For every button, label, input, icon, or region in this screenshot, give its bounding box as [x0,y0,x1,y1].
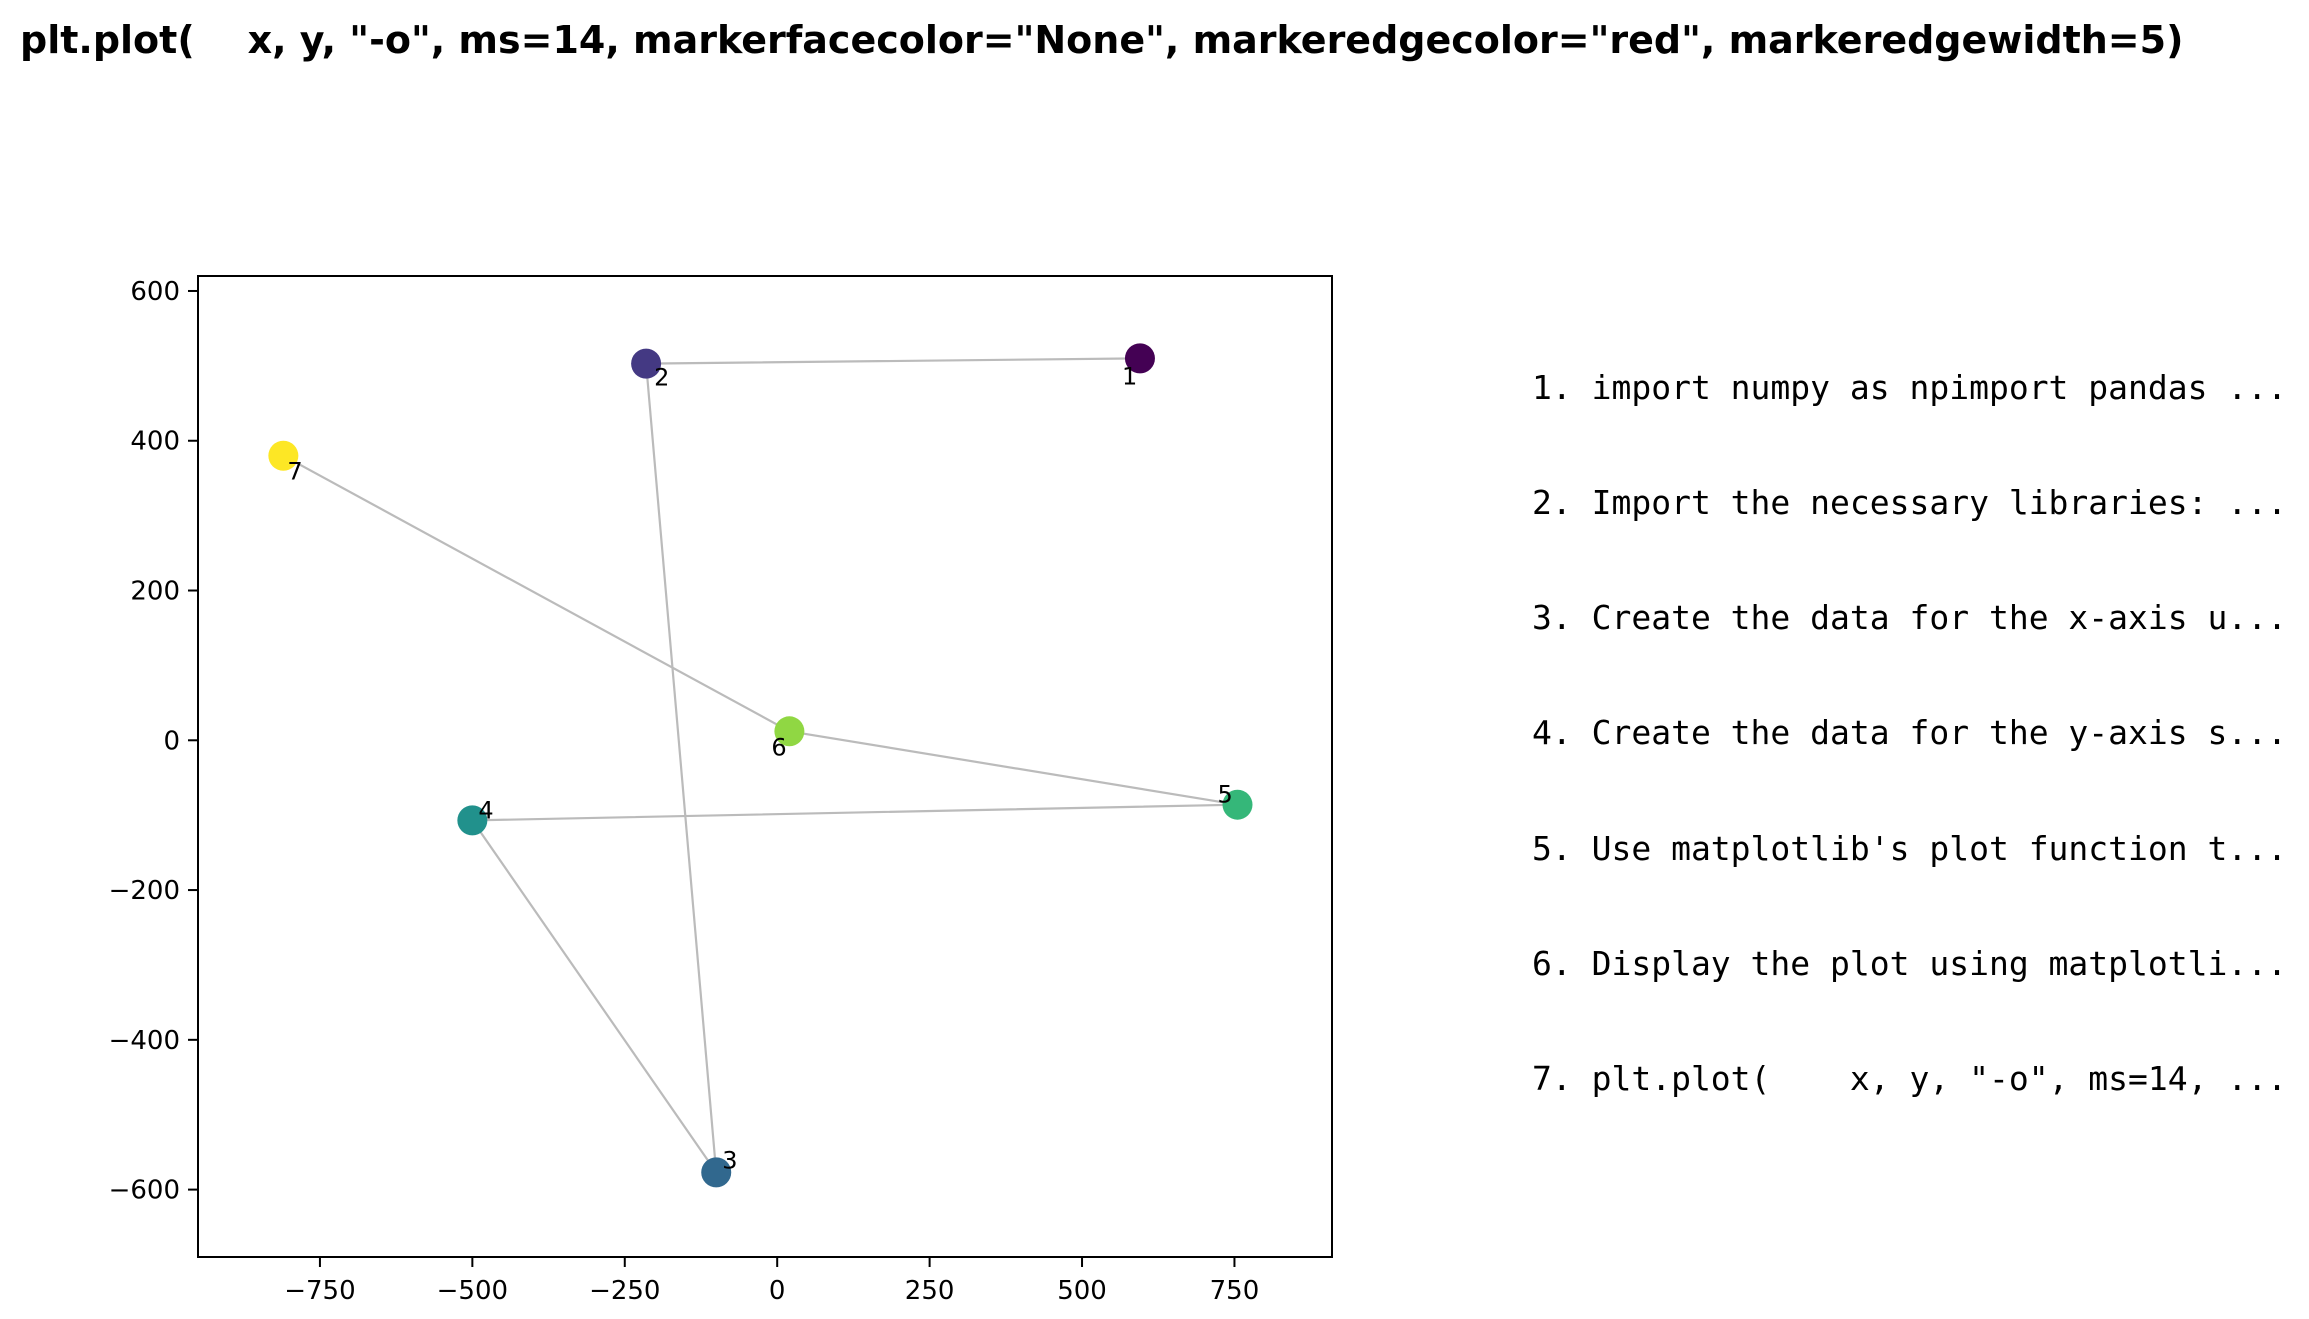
chart-title: plt.plot( x, y, "-o", ms=14, markerfacec… [20,18,2184,62]
step-item-5: 5. Use matplotlib's plot function t... [1532,828,2287,868]
y-tick-label: 600 [130,277,180,307]
x-tick-label: −250 [589,1276,660,1306]
point-label-7: 7 [287,458,302,486]
x-tick-label: 750 [1210,1276,1260,1306]
y-tick-label: −600 [109,1176,180,1206]
data-point-4 [457,805,488,836]
point-labels: 1 2 3 4 5 6 7 [287,362,1232,1174]
step-item-2: 2. Import the necessary libraries: ... [1532,483,2287,523]
data-point-5 [1222,789,1253,820]
point-label-2: 2 [654,364,669,392]
y-tick-label: 400 [130,427,180,457]
y-tick-label: −200 [109,876,180,906]
axis-ticks: −750 −500 −250 0 250 500 750 600 400 200 0 −200 −400… [109,277,1260,1306]
steps-list: 1. import numpy as npimport pandas ... 2… [1532,292,2287,1137]
step-item-1: 1. import numpy as npimport pandas ... [1532,367,2287,407]
x-tick-label: 500 [1057,1276,1107,1306]
y-tick-label: 0 [163,726,180,756]
point-label-6: 6 [771,733,786,761]
data-point-2 [631,348,662,379]
point-label-4: 4 [478,796,493,824]
point-label-3: 3 [722,1146,737,1174]
y-tick-label: −400 [109,1026,180,1056]
step-item-6: 6. Display the plot using matplotli... [1532,943,2287,983]
x-tick-label: 0 [769,1276,786,1306]
step-item-3: 3. Create the data for the x-axis u... [1532,598,2287,638]
x-tick-label: −500 [437,1276,508,1306]
step-item-4: 4. Create the data for the y-axis s... [1532,713,2287,753]
data-point-7 [268,440,299,471]
step-item-7: 7. plt.plot( x, y, "-o", ms=14, ... [1532,1059,2287,1099]
data-point-3 [701,1157,732,1188]
data-point-1 [1124,343,1155,374]
y-tick-label: 200 [130,577,180,607]
point-label-1: 1 [1122,362,1137,390]
data-points [268,343,1253,1188]
data-point-6 [774,716,805,747]
x-tick-label: 250 [905,1276,955,1306]
x-tick-label: −750 [284,1276,355,1306]
point-label-5: 5 [1218,781,1233,809]
plot-frame [197,275,1333,1258]
series-line [282,357,1238,1177]
connecting-lines [282,357,1238,1177]
